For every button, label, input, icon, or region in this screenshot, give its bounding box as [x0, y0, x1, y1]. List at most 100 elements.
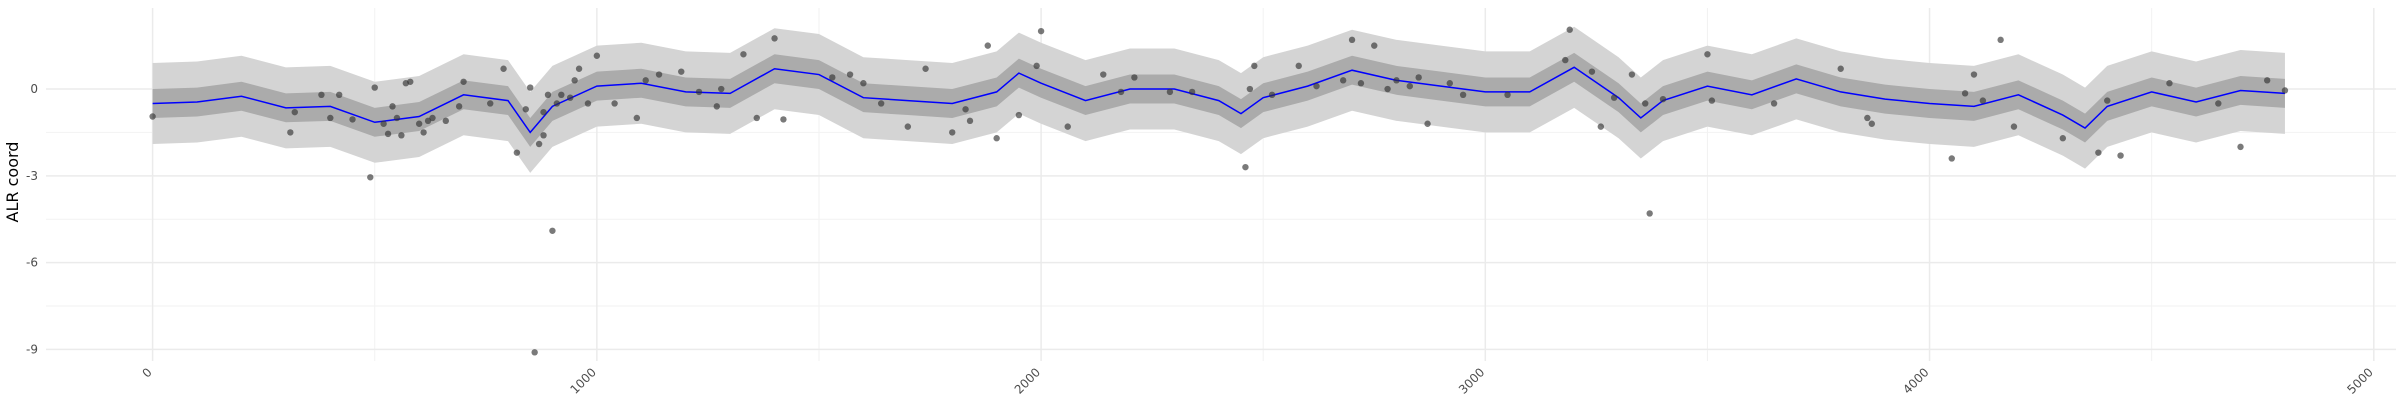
data-point [2117, 152, 2124, 159]
data-point [2215, 100, 2222, 107]
data-point [633, 114, 641, 122]
x-tick-label: 0 [139, 365, 154, 380]
data-point [1131, 74, 1138, 81]
data-point [575, 65, 583, 72]
data-point [1313, 82, 1320, 90]
y-tick-label: -6 [26, 256, 38, 270]
data-point [287, 129, 294, 136]
data-point [1628, 71, 1636, 78]
data-point [420, 129, 427, 136]
data-point [611, 100, 618, 107]
data-point [1997, 36, 2004, 44]
data-point [407, 78, 414, 85]
data-point [1339, 77, 1347, 84]
data-point [442, 117, 450, 125]
data-point [949, 129, 956, 136]
data-point [1348, 36, 1356, 44]
data-point [2281, 87, 2289, 94]
x-tick-label: 4000 [1900, 365, 1931, 396]
data-point [553, 100, 561, 107]
data-point [1610, 94, 1618, 101]
data-point [1166, 88, 1174, 96]
data-point [2010, 123, 2018, 130]
data-point [455, 103, 463, 110]
data-point [846, 71, 854, 78]
data-point [718, 85, 725, 93]
data-point [384, 130, 392, 138]
data-point [500, 65, 507, 72]
data-point [349, 116, 356, 123]
data-point [1948, 155, 1955, 162]
data-point [531, 349, 538, 356]
data-point [566, 94, 574, 101]
x-tick-label: 1000 [567, 365, 598, 396]
data-point [522, 106, 529, 113]
data-point [1384, 85, 1391, 93]
data-point [1961, 90, 1969, 97]
data-point [1562, 56, 1569, 64]
data-point [389, 103, 396, 110]
data-point [1708, 97, 1716, 104]
data-point [1393, 77, 1400, 84]
data-point [1646, 210, 1653, 217]
data-point [1659, 95, 1667, 103]
data-point [993, 135, 1000, 142]
data-point [904, 123, 912, 130]
data-point [371, 84, 378, 91]
data-point [642, 77, 649, 84]
data-point [1588, 68, 1596, 75]
data-point [780, 116, 787, 123]
data-point [1704, 51, 1711, 58]
mean-line [152, 66, 2285, 134]
data-point [1642, 100, 1649, 107]
data-point [327, 114, 334, 122]
x-tick-label: 2000 [1012, 365, 1043, 396]
data-point [771, 35, 778, 42]
data-point [380, 120, 387, 127]
data-point [860, 80, 867, 87]
data-point [2263, 77, 2271, 84]
data-point [1837, 65, 1844, 72]
data-point [1864, 114, 1871, 122]
data-point [540, 108, 547, 116]
data-point [393, 114, 401, 122]
data-point [1979, 97, 1987, 104]
data-point [1406, 82, 1413, 90]
data-point [398, 132, 405, 139]
data-point [2095, 149, 2102, 156]
data-point [1504, 91, 1511, 99]
data-point [1242, 163, 1249, 171]
data-point [1459, 91, 1467, 99]
data-point [535, 140, 543, 148]
data-point [1015, 111, 1023, 119]
data-point [1868, 120, 1876, 127]
y-axis-label: ALR coord [3, 142, 22, 223]
data-point [1064, 123, 1071, 130]
data-point [877, 100, 885, 107]
data-point [460, 78, 467, 85]
data-point [962, 106, 969, 113]
x-tick-label: 3000 [1456, 365, 1487, 396]
data-point [1970, 71, 1978, 78]
data-point [335, 91, 343, 99]
data-point [1357, 80, 1365, 87]
data-point [593, 52, 601, 59]
data-point [1188, 88, 1196, 96]
data-point [695, 88, 703, 96]
data-point [1037, 27, 1045, 35]
data-point [1117, 88, 1125, 96]
data-point [1251, 62, 1258, 70]
y-tick-label: 0 [30, 82, 38, 96]
data-point [149, 113, 156, 120]
data-point [487, 100, 494, 107]
data-point [984, 42, 991, 49]
data-point [713, 103, 720, 110]
data-point [415, 120, 423, 127]
data-point [527, 84, 534, 91]
data-point [1597, 123, 1605, 130]
data-point [1033, 62, 1040, 70]
data-point [1566, 26, 1573, 33]
data-point [1371, 42, 1378, 49]
data-point [1100, 71, 1107, 78]
